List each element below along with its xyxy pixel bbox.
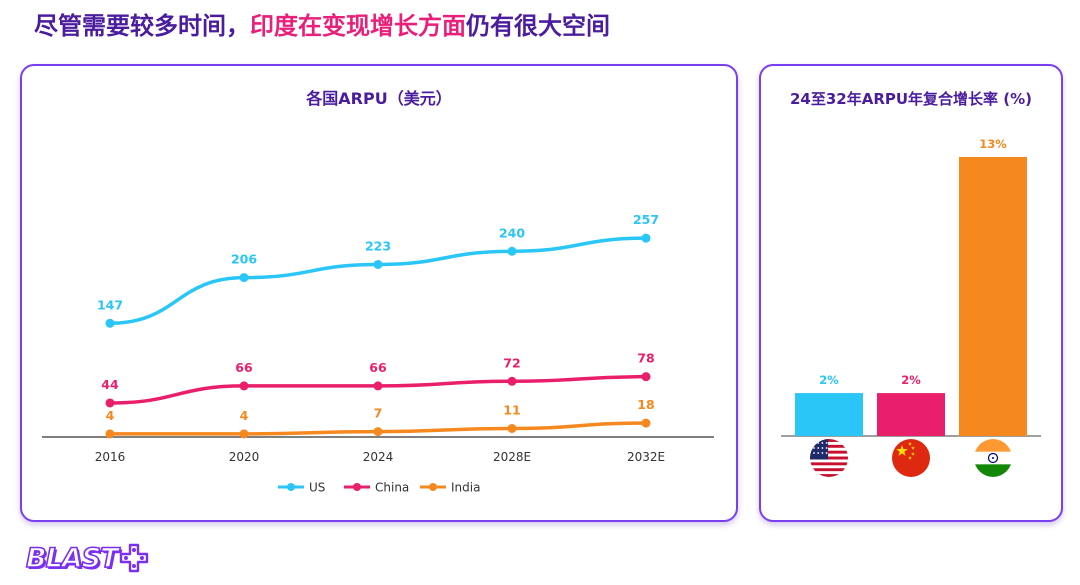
line-chart-title: 各国ARPU（美元） xyxy=(305,89,451,108)
data-label-india: 11 xyxy=(503,402,520,417)
data-label-us: 206 xyxy=(231,252,257,267)
data-point-china xyxy=(105,398,115,408)
x-tick-label: 2016 xyxy=(95,450,126,464)
bar-value-label-us: 2% xyxy=(819,373,839,387)
data-label-india: 18 xyxy=(637,397,654,412)
headline-highlight: 印度在变现增长方面 xyxy=(250,12,466,40)
us-flag-icon xyxy=(810,439,848,477)
cagr-bar-chart-panel: 24至32年ARPU年复合增长率 (%) 2% 2% 13% xyxy=(759,64,1063,522)
data-label-india: 4 xyxy=(240,408,249,423)
bar-china xyxy=(877,393,945,436)
bar-chart-title: 24至32年ARPU年复合增长率 (%) xyxy=(790,90,1032,108)
data-label-china: 66 xyxy=(369,360,387,375)
x-tick-label: 2028E xyxy=(493,450,531,464)
data-point-china xyxy=(373,381,383,391)
data-point-us xyxy=(239,273,249,283)
data-label-china: 78 xyxy=(637,351,654,366)
headline-part-3: 仍有很大空间 xyxy=(466,12,610,40)
data-label-india: 4 xyxy=(106,408,115,423)
legend-label-india: India xyxy=(451,481,480,495)
data-label-us: 257 xyxy=(633,212,659,227)
data-label-india: 7 xyxy=(374,406,383,421)
blast-logo-text: BLAST xyxy=(25,542,119,575)
data-point-india xyxy=(373,427,383,437)
data-label-us: 240 xyxy=(499,225,525,240)
legend-label-china: China xyxy=(375,481,409,495)
data-point-china xyxy=(507,376,517,386)
arpu-line-chart: 各国ARPU（美元） 2016 2020 2024 2028E 2032E 147 206 22… xyxy=(42,89,714,495)
gamepad-plus-icon xyxy=(119,543,148,573)
x-tick-label: 2024 xyxy=(363,450,394,464)
page-headline: 尽管需要较多时间，印度在变现增长方面仍有很大空间 xyxy=(34,6,610,41)
x-tick-label: 2032E xyxy=(627,450,665,464)
legend-marker-china xyxy=(353,483,361,491)
data-label-us: 147 xyxy=(97,297,123,312)
cagr-bar-chart: 24至32年ARPU年复合增长率 (%) 2% 2% 13% xyxy=(781,90,1041,477)
data-point-us xyxy=(641,233,651,243)
arpu-line-chart-panel: 各国ARPU（美元） 2016 2020 2024 2028E 2032E 147 206 22… xyxy=(20,64,738,522)
bar-value-label-china: 2% xyxy=(901,373,921,387)
blast-logo: BLAST xyxy=(25,540,149,576)
legend-marker-india xyxy=(429,483,437,491)
headline-part-1: 尽管需要较多时间， xyxy=(34,12,250,40)
data-point-india xyxy=(239,429,249,439)
data-label-china: 66 xyxy=(235,360,253,375)
legend-marker-us xyxy=(287,483,295,491)
data-point-india xyxy=(507,423,517,433)
data-label-china: 44 xyxy=(101,377,119,392)
bar-value-label-india: 13% xyxy=(979,137,1007,151)
data-point-india xyxy=(105,429,115,439)
china-flag-icon xyxy=(892,439,930,477)
data-point-us xyxy=(105,318,115,328)
legend-label-us: US xyxy=(309,481,325,495)
data-label-us: 223 xyxy=(365,238,391,253)
india-flag-icon xyxy=(974,439,1012,477)
x-tick-label: 2020 xyxy=(229,450,260,464)
data-point-us xyxy=(507,246,517,256)
data-point-india xyxy=(641,418,651,428)
data-point-us xyxy=(373,259,383,269)
data-point-china xyxy=(239,381,249,391)
data-point-china xyxy=(641,372,651,382)
data-label-china: 72 xyxy=(503,355,520,370)
bar-us xyxy=(795,393,863,436)
bar-india xyxy=(959,157,1027,436)
